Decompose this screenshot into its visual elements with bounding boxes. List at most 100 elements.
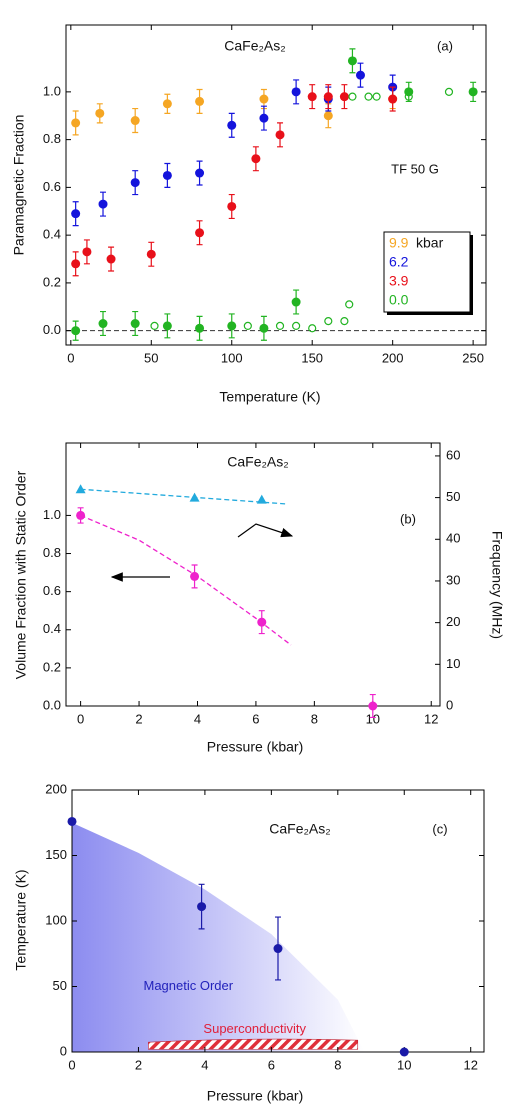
data-point — [348, 92, 357, 101]
legend-box — [383, 231, 471, 313]
data-point — [146, 249, 156, 259]
y2-tick-label: 40 — [446, 531, 460, 546]
y-tick-label: 1.0 — [43, 507, 61, 522]
data-point — [71, 259, 81, 269]
x-tick-label: 200 — [382, 350, 404, 365]
data-point — [95, 108, 105, 118]
x-tick-label: 50 — [144, 350, 158, 365]
legend-label: 9.9 — [389, 235, 409, 251]
data-point — [130, 319, 140, 329]
y-tick-label: 0 — [60, 1043, 67, 1058]
y2-tick-label: 10 — [446, 656, 460, 671]
y-tick-label: 50 — [53, 978, 67, 993]
y2-tick-label: 30 — [446, 572, 460, 587]
legend-unit: kbar — [416, 235, 444, 251]
x-tick-label: 12 — [463, 1057, 477, 1072]
data-point — [257, 617, 267, 627]
data-point — [71, 326, 81, 336]
data-point — [368, 701, 378, 711]
region-label: Superconductivity — [203, 1021, 306, 1036]
y-tick-label: 0.2 — [43, 659, 61, 674]
region-label: Magnetic Order — [143, 978, 233, 993]
y-tick-label: 0.8 — [43, 545, 61, 560]
y2-tick-label: 0 — [446, 697, 453, 712]
data-point — [399, 1047, 409, 1057]
superconducting-region — [148, 1038, 359, 1050]
data-point — [307, 92, 317, 102]
x-tick-label: 4 — [194, 711, 201, 726]
x-tick-label: 6 — [252, 711, 259, 726]
x-tick-label: 0 — [68, 1057, 75, 1072]
legend-label: 6.2 — [389, 254, 409, 270]
y-tick-label: 1.0 — [43, 83, 61, 98]
data-point — [291, 297, 301, 307]
data-point — [323, 92, 333, 102]
data-point — [275, 321, 285, 330]
x-axis-label: Temperature (K) — [219, 389, 320, 405]
data-point — [388, 94, 398, 104]
data-point — [162, 321, 172, 331]
y-tick-label: 0.0 — [43, 322, 61, 337]
x-tick-label: 2 — [135, 1057, 142, 1072]
data-point — [444, 87, 454, 96]
y-tick-label: 0.2 — [43, 274, 61, 289]
plot-frame — [65, 442, 441, 707]
data-point — [324, 317, 333, 326]
panel: 0 50 100 150 200 250 0.0 0.2 0.4 0.6 0.8 1.0 CaFe₂As… — [11, 24, 487, 405]
data-point — [259, 94, 269, 104]
y-tick-label: 0.8 — [43, 131, 61, 146]
y-axis-label: Temperature (K) — [13, 869, 29, 970]
data-point — [256, 494, 267, 504]
panel: 0 2 4 6 8 10 12 0.0 0.2 0.4 0.6 0.8 1.0 0 10 20 30 40 50 60… — [13, 442, 505, 755]
data-point — [76, 510, 86, 520]
y2-tick-label: 20 — [446, 614, 460, 629]
x-axis-label: Pressure (kbar) — [207, 739, 303, 755]
data-point — [308, 324, 317, 333]
y-tick-label: 0.6 — [43, 179, 61, 194]
x-tick-label: 150 — [301, 350, 323, 365]
data-point — [339, 92, 349, 102]
arrow-right — [237, 523, 294, 538]
data-point — [340, 317, 349, 326]
x-tick-label: 6 — [268, 1057, 275, 1072]
x-axis-label: Pressure (kbar) — [207, 1088, 303, 1104]
legend-label: 3.9 — [389, 273, 409, 289]
panel-title: CaFe₂As₂ — [224, 38, 285, 54]
data-point — [67, 816, 77, 826]
data-point — [195, 168, 205, 178]
x-tick-label: 8 — [334, 1057, 341, 1072]
x-tick-label: 4 — [201, 1057, 208, 1072]
panel-title: CaFe₂As₂ — [269, 821, 330, 837]
annotation: (b) — [400, 511, 416, 526]
data-point — [323, 111, 333, 121]
y-axis-label: Paramagnetic Fraction — [11, 115, 27, 256]
data-point — [372, 92, 381, 101]
data-point — [130, 178, 140, 188]
data-point — [259, 323, 269, 333]
x-tick-label: 12 — [424, 711, 438, 726]
magnetic-region — [72, 822, 365, 1052]
annotation: (a) — [437, 38, 453, 53]
data-point — [162, 99, 172, 109]
data-point — [197, 902, 207, 912]
data-point — [355, 70, 365, 80]
data-point — [75, 484, 86, 494]
data-point — [150, 321, 159, 330]
x-tick-label: 10 — [397, 1057, 411, 1072]
data-point — [130, 116, 140, 126]
data-point — [106, 254, 116, 264]
data-point — [71, 118, 81, 128]
y-tick-label: 0.4 — [43, 227, 61, 242]
data-point — [347, 56, 357, 66]
x-tick-label: 10 — [366, 711, 380, 726]
data-point — [189, 492, 200, 502]
data-point — [259, 113, 269, 123]
data-point — [190, 571, 200, 581]
y-axis-label: Volume Fraction with Static Order — [13, 470, 29, 679]
data-point — [195, 96, 205, 106]
data-point — [227, 120, 237, 130]
x-tick-label: 2 — [135, 711, 142, 726]
data-point — [251, 154, 261, 164]
y2-axis-label: Frequency (MHz) — [489, 531, 505, 639]
